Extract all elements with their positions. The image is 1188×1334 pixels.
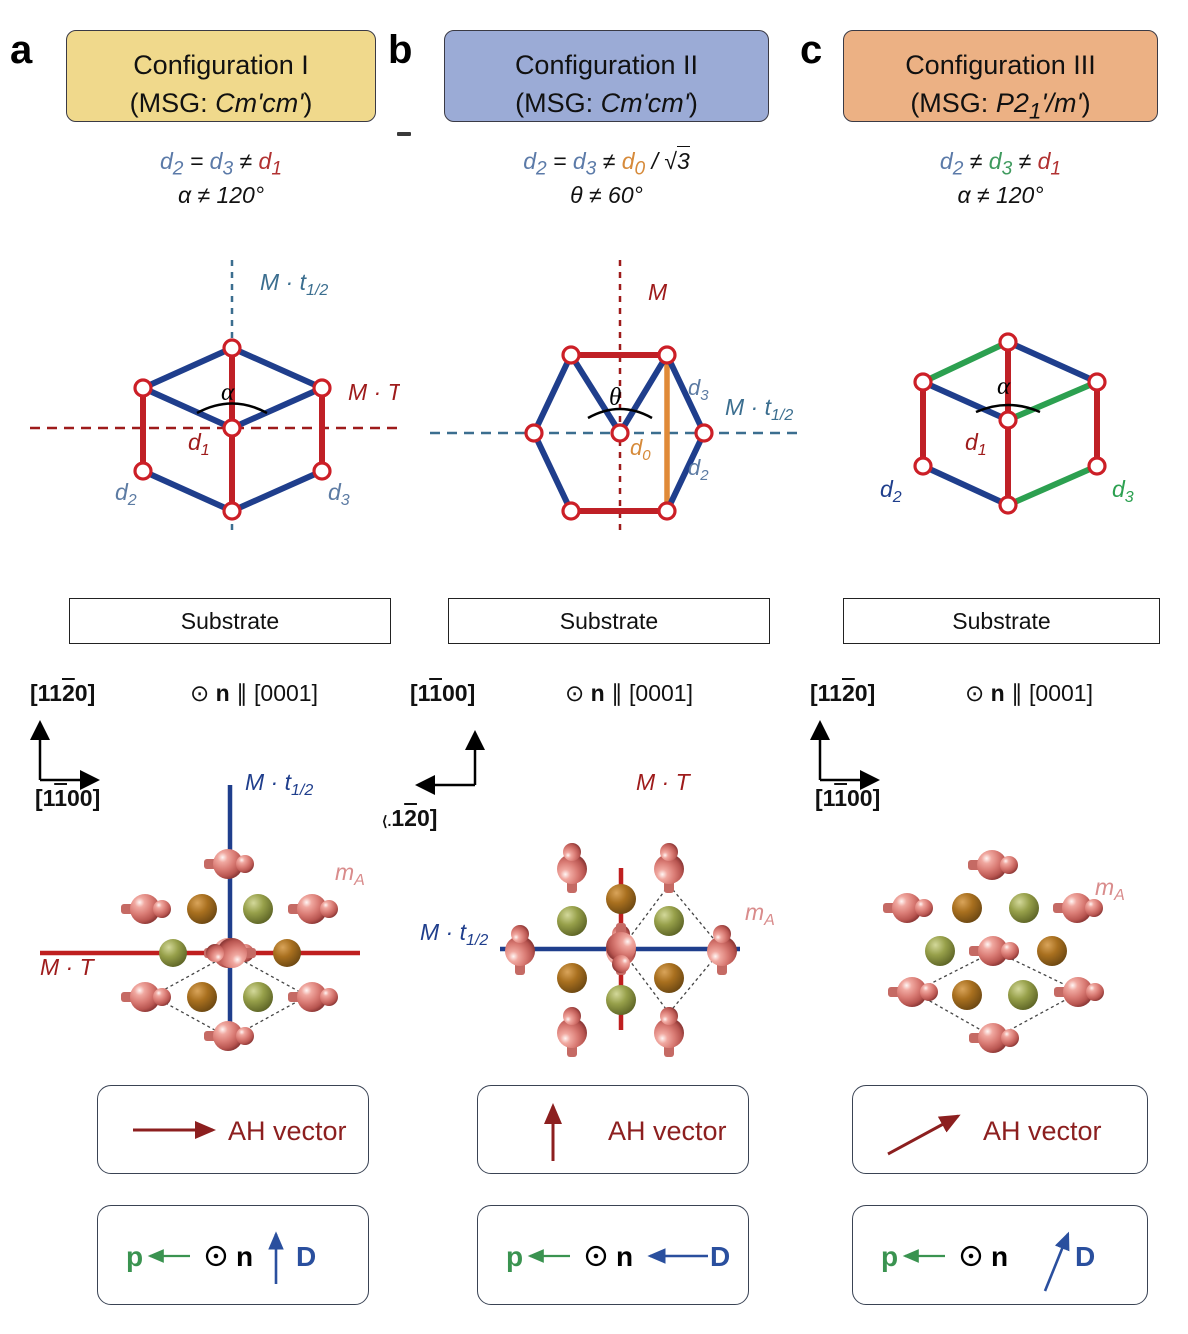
svg-text:mA: mA [1095,874,1125,904]
svg-text:p: p [881,1241,898,1272]
svg-text:n: n [991,1241,1008,1272]
svg-text:AH vector: AH vector [608,1116,727,1146]
svg-text:n: n [616,1241,633,1272]
svg-text:AH vector: AH vector [983,1116,1102,1146]
svg-text:AH vector: AH vector [228,1116,347,1146]
svg-text:n: n [236,1241,253,1272]
svg-text:D: D [710,1241,730,1272]
svg-text:D: D [296,1241,316,1272]
svg-text:p: p [506,1241,523,1272]
svg-text:p: p [126,1241,143,1272]
svg-text:D: D [1075,1241,1095,1272]
